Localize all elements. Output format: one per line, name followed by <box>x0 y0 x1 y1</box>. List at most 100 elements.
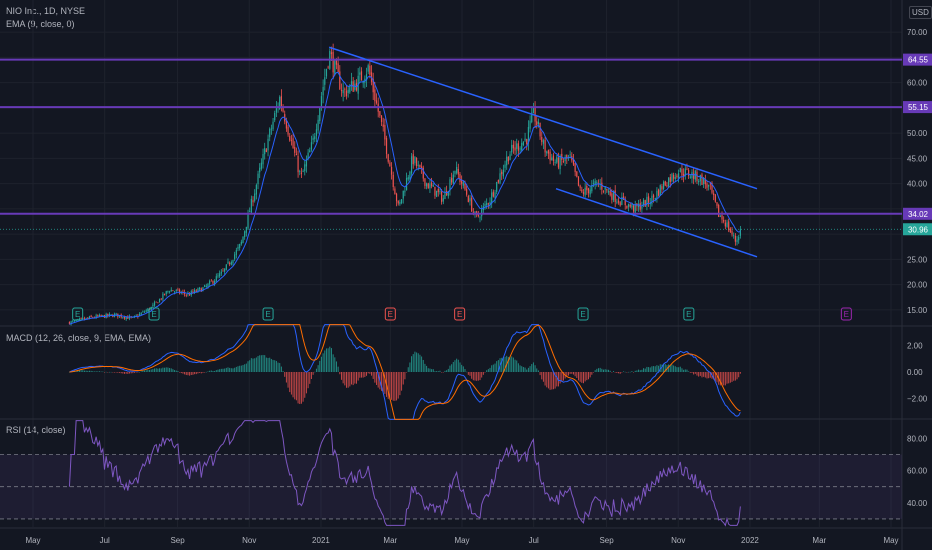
x-tick-Sep[interactable]: Sep <box>599 536 614 545</box>
x-tick-2021[interactable]: 2021 <box>312 536 330 545</box>
macd-hist-bar-252 <box>489 367 491 372</box>
x-tick-2022[interactable]: 2022 <box>741 536 759 545</box>
horizontal-levels[interactable]: 64.55 55.15 34.02 30.96 <box>0 53 932 236</box>
macd-pane <box>68 324 741 420</box>
candle-body <box>502 169 504 177</box>
rsi-y-tick-80.00[interactable]: 80.00 <box>907 434 928 443</box>
y-tick-40.00[interactable]: 40.00 <box>907 180 928 189</box>
macd-hist-bar-378 <box>699 372 701 376</box>
candle-236 <box>462 180 464 189</box>
y-tick-70.00[interactable]: 70.00 <box>907 28 928 37</box>
y-tick-50.00[interactable]: 50.00 <box>907 129 928 138</box>
macd-hist-bar-188 <box>382 372 384 392</box>
symbol-legend[interactable]: NIO Inc., 1D, NYSE <box>6 6 86 16</box>
macd-hist-bar-28 <box>115 372 117 373</box>
candle-body <box>469 198 471 202</box>
macd-hist-bar-329 <box>618 372 620 374</box>
earnings-label: E <box>151 310 156 319</box>
y-tick-20.00[interactable]: 20.00 <box>907 281 928 290</box>
macd-y-tick-2.00[interactable]: 2.00 <box>907 342 923 351</box>
candle-body <box>559 155 561 169</box>
rsi-y-tick-40.00[interactable]: 40.00 <box>907 499 928 508</box>
y-tick-60.00[interactable]: 60.00 <box>907 79 928 88</box>
ema-legend[interactable]: EMA (9, close, 0) <box>6 19 75 29</box>
candle-45 <box>143 310 146 314</box>
earnings-mark-7[interactable]: E <box>840 307 852 321</box>
macd-hist-bar-15 <box>93 371 95 373</box>
trendlines[interactable] <box>328 46 758 258</box>
earnings-badge <box>683 307 695 321</box>
candle-body <box>410 156 413 174</box>
candle-body <box>524 138 526 141</box>
macd-hist-bar-84 <box>209 370 211 372</box>
candle-56 <box>162 291 164 302</box>
candle-47 <box>147 307 149 313</box>
macd-hist-bar-58 <box>165 367 167 372</box>
candle-219 <box>434 186 436 199</box>
macd-hist-bar-321 <box>604 369 606 372</box>
earnings-mark-2[interactable]: E <box>262 307 274 321</box>
currency-badge[interactable]: USD <box>909 6 932 19</box>
macd-hist-bar-370 <box>686 369 688 372</box>
level-line-34.02[interactable]: 34.02 <box>0 207 932 220</box>
earnings-mark-6[interactable]: E <box>683 307 695 321</box>
macd-hist-bar-167 <box>347 372 349 388</box>
macd-y-tick-0.00[interactable]: 0.00 <box>907 368 923 377</box>
candle-body <box>230 262 232 265</box>
macd-hist-bar-270 <box>519 365 521 372</box>
candle-body <box>390 166 393 175</box>
earnings-mark-4[interactable]: E <box>454 307 466 321</box>
x-tick-Jul[interactable]: Jul <box>100 536 110 545</box>
earnings-mark-3[interactable]: E <box>384 307 396 321</box>
macd-y-tick-−2.00[interactable]: −2.00 <box>907 394 928 403</box>
rsi-legend[interactable]: RSI (14, close) <box>6 425 66 435</box>
candle-body <box>536 121 538 125</box>
y-axis[interactable]: 15.00 20.00 25.00 40.00 45.00 50.00 60.00 70.00… <box>907 28 928 508</box>
candle-body <box>372 78 374 93</box>
earnings-mark-1[interactable]: E <box>148 307 160 321</box>
x-tick-Nov[interactable]: Nov <box>671 536 685 545</box>
x-tick-Jul[interactable]: Jul <box>529 536 539 545</box>
candle-body <box>619 202 621 206</box>
candle-body <box>506 156 508 166</box>
x-axis[interactable]: May Jul Sep Nov 2021 Mar May Jul Sep Nov 2022 Mar Ma… <box>25 536 898 545</box>
candle-315 <box>594 178 596 190</box>
y-tick-45.00[interactable]: 45.00 <box>907 154 928 163</box>
level-line-64.55[interactable]: 64.55 <box>0 53 932 66</box>
candle-body <box>405 177 408 191</box>
candle-body <box>414 156 416 164</box>
macd-hist-bar-120 <box>269 357 271 372</box>
x-tick-Sep[interactable]: Sep <box>170 536 185 545</box>
candle-52 <box>155 301 157 303</box>
x-tick-Mar[interactable]: Mar <box>383 536 397 545</box>
earnings-mark-0[interactable]: E <box>72 307 84 321</box>
x-tick-May[interactable]: May <box>454 536 469 545</box>
candle-body <box>626 205 628 209</box>
candle-body <box>98 314 101 317</box>
candle-body <box>72 320 74 322</box>
x-tick-Mar[interactable]: Mar <box>812 536 826 545</box>
macd-hist-bar-360 <box>669 365 671 372</box>
candle-body <box>252 200 254 203</box>
x-tick-May[interactable]: May <box>25 536 40 545</box>
candle-body <box>664 181 666 186</box>
macd-hist-bar-206 <box>412 354 414 372</box>
macd-legend[interactable]: MACD (12, 26, close, 9, EMA, EMA) <box>6 333 152 343</box>
candle-body <box>157 302 159 304</box>
macd-hist-bar-363 <box>674 366 676 372</box>
candle-357 <box>664 180 666 187</box>
x-tick-Nov[interactable]: Nov <box>242 536 256 545</box>
y-tick-25.00[interactable]: 25.00 <box>907 255 928 264</box>
candle-body <box>589 189 591 195</box>
macd-hist-bar-356 <box>663 363 665 372</box>
x-tick-May[interactable]: May <box>883 536 898 545</box>
level-line-55.15[interactable]: 55.15 <box>0 101 932 114</box>
y-tick-15.00[interactable]: 15.00 <box>907 306 928 315</box>
candle-body <box>227 261 229 264</box>
macd-hist-bar-29 <box>117 372 119 373</box>
rsi-y-tick-60.00[interactable]: 60.00 <box>907 467 928 476</box>
earnings-mark-5[interactable]: E <box>577 307 589 321</box>
candle-223 <box>441 189 443 205</box>
